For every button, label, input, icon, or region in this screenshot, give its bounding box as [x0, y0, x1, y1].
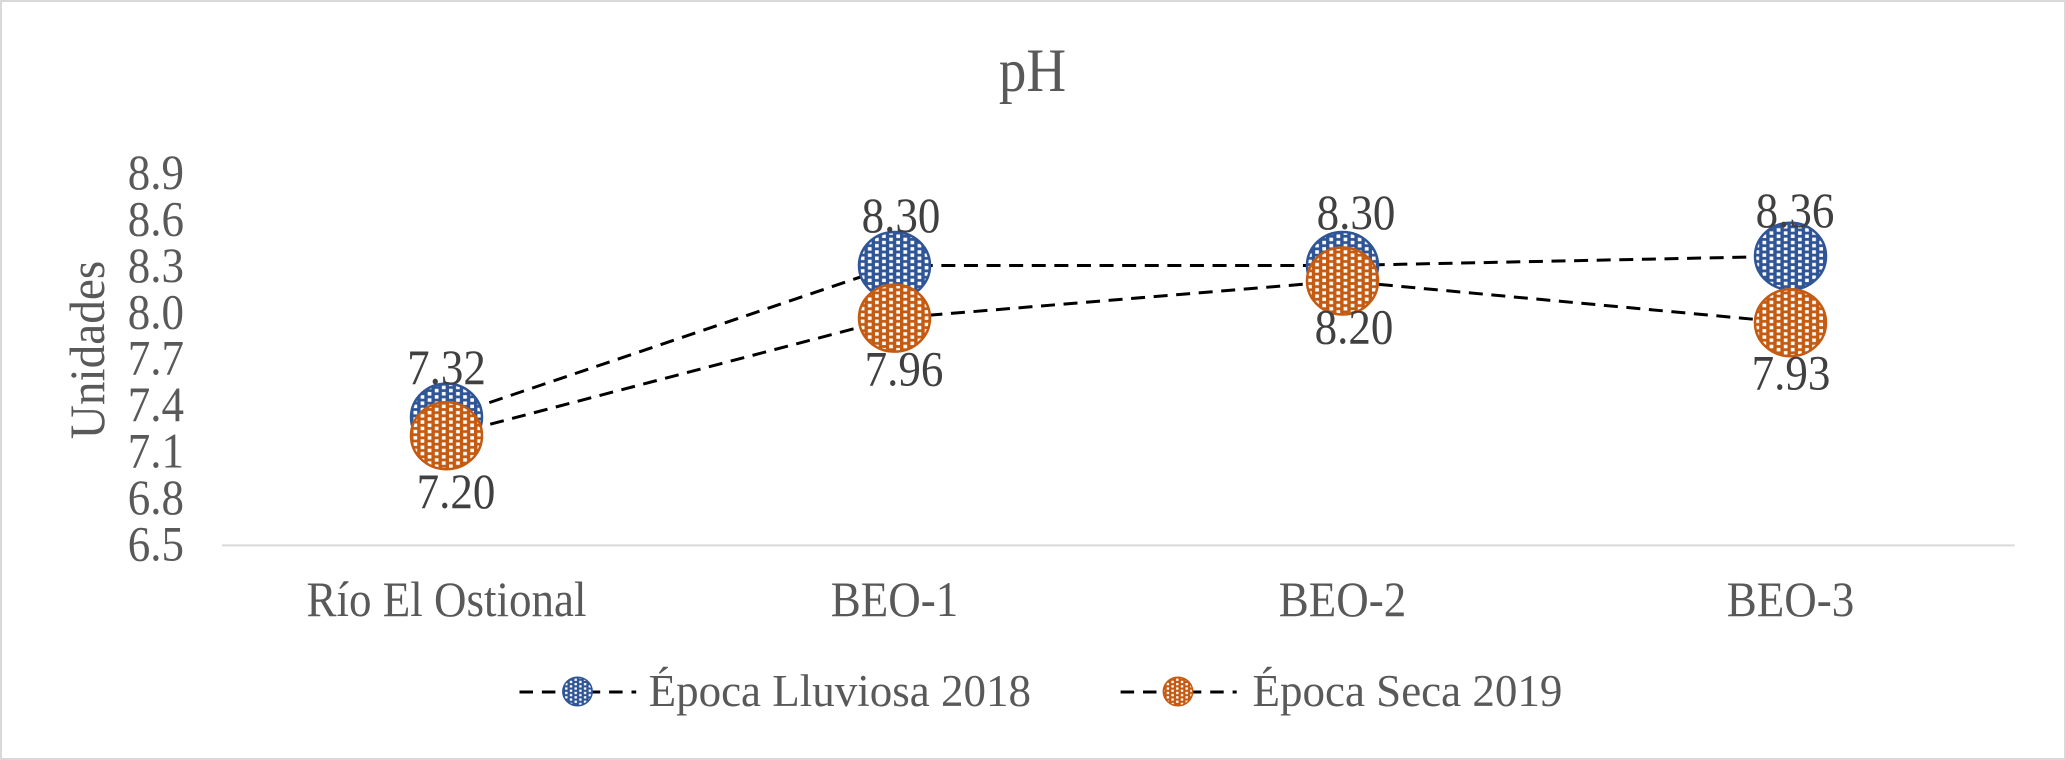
svg-text:7.4: 7.4 [128, 378, 184, 432]
svg-text:7.20: 7.20 [417, 465, 496, 519]
svg-text:BEO-1: BEO-1 [831, 573, 958, 627]
svg-text:8.3: 8.3 [128, 239, 184, 293]
svg-text:BEO-2: BEO-2 [1279, 573, 1406, 627]
svg-text:7.93: 7.93 [1752, 347, 1831, 401]
svg-text:8.20: 8.20 [1315, 301, 1394, 355]
svg-text:7.96: 7.96 [865, 343, 944, 397]
svg-text:8.9: 8.9 [128, 146, 184, 200]
svg-text:7.32: 7.32 [407, 341, 486, 395]
svg-text:BEO-3: BEO-3 [1727, 573, 1854, 627]
svg-text:6.8: 6.8 [128, 471, 184, 525]
svg-text:8.30: 8.30 [862, 189, 941, 243]
svg-text:Época Seca 2019: Época Seca 2019 [1253, 666, 1563, 716]
svg-text:pH: pH [999, 36, 1066, 105]
svg-text:8.6: 8.6 [128, 192, 184, 246]
svg-text:8.0: 8.0 [128, 285, 184, 339]
svg-text:6.5: 6.5 [128, 517, 184, 571]
svg-text:8.30: 8.30 [1317, 186, 1396, 240]
svg-text:Unidades: Unidades [61, 261, 115, 439]
svg-text:Época Lluviosa 2018: Época Lluviosa 2018 [649, 666, 1031, 716]
svg-text:7.7: 7.7 [128, 332, 184, 386]
svg-text:8.36: 8.36 [1756, 184, 1835, 238]
svg-text:7.1: 7.1 [128, 425, 184, 479]
svg-text:Río El Ostional: Río El Ostional [307, 573, 587, 627]
